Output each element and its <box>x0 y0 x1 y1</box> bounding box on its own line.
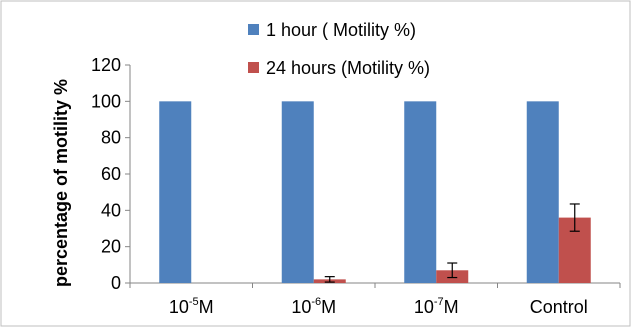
bar-series-1-2 <box>281 101 314 283</box>
bar-series-1-3 <box>404 101 437 283</box>
y-tick-label: 120 <box>91 55 121 75</box>
legend-swatch-2 <box>248 62 259 73</box>
error-bar <box>447 262 458 279</box>
y-tick-label: 100 <box>91 91 121 111</box>
error-bar <box>569 203 580 232</box>
bar-series-1-4 <box>526 101 559 283</box>
error-bar <box>324 276 335 283</box>
y-tick-label: 40 <box>101 200 121 220</box>
x-tick-label: 10-5M <box>169 296 214 317</box>
legend-label-1: 1 hour ( Motility %) <box>266 20 416 40</box>
legend-swatch-1 <box>248 24 259 35</box>
x-tick-label: 10-6M <box>291 296 336 317</box>
y-tick-label: 80 <box>101 128 121 148</box>
bars <box>159 101 591 283</box>
x-tick-label: Control <box>530 297 588 317</box>
y-tick-label: 0 <box>111 273 121 293</box>
y-axis: 0 20 40 60 80 100 120 <box>91 55 131 293</box>
x-tick-label: 10-7M <box>414 296 459 317</box>
legend-label-2: 24 hours (Motility %) <box>266 58 430 78</box>
legend: 1 hour ( Motility %) 24 hours (Motility %… <box>248 20 430 78</box>
bar-series-1-1 <box>159 101 192 283</box>
y-axis-title: percentage of motility % <box>51 79 71 287</box>
y-tick-label: 60 <box>101 164 121 184</box>
y-tick-label: 20 <box>101 237 121 257</box>
x-axis: 10-5M 10-6M 10-7M Control <box>129 282 621 317</box>
